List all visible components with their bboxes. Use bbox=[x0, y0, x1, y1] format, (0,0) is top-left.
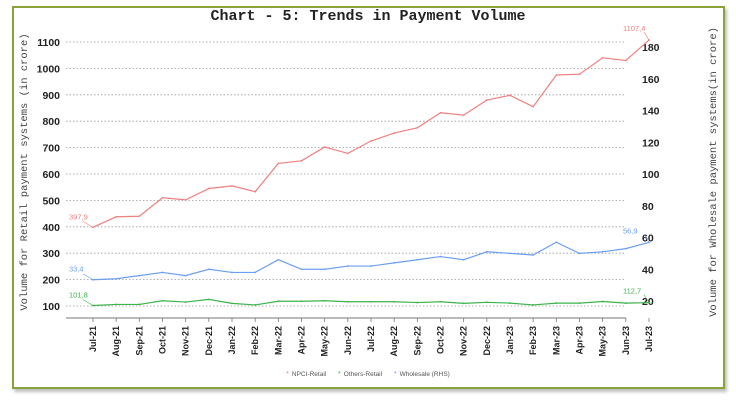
x-tick-label: Feb-22 bbox=[250, 326, 260, 355]
chart-title: Chart - 5: Trends in Payment Volume bbox=[210, 8, 526, 25]
right-y-axis: 20 40 60 80 100 120 140 160 180 bbox=[642, 42, 660, 308]
star-marker-icon: * bbox=[286, 371, 289, 378]
data-label-first: 101,8 bbox=[69, 291, 88, 300]
y-right-tick-label: 80 bbox=[642, 201, 654, 213]
x-tick-label: Jul-23 bbox=[644, 326, 654, 352]
x-tick-label: Aug-22 bbox=[389, 326, 399, 357]
gridlines bbox=[66, 41, 626, 307]
x-tick-label: Dec-22 bbox=[482, 326, 492, 356]
y-right-tick-label: 140 bbox=[642, 106, 660, 118]
x-tick-label: Sep-22 bbox=[412, 326, 422, 356]
y-tick-label: 200 bbox=[42, 275, 60, 287]
x-tick-label: Dec-21 bbox=[204, 326, 214, 356]
y-tick-label: 600 bbox=[42, 169, 60, 181]
y-tick-label: 1000 bbox=[37, 63, 61, 75]
right-y-axis-label: Volume for Wholesale payment systems(in … bbox=[708, 27, 720, 317]
x-tick-label: Oct-21 bbox=[158, 326, 168, 354]
legend-item-others-retail: * Others-Retail bbox=[338, 371, 383, 378]
data-label-last: 112,7 bbox=[623, 287, 641, 296]
x-tick-label: Nov-22 bbox=[459, 326, 469, 356]
chart-legend: * NPCI-Retail * Others-Retail * Wholesale (… bbox=[0, 371, 736, 378]
y-tick-label: 400 bbox=[42, 222, 60, 234]
y-right-tick-label: 100 bbox=[642, 169, 660, 181]
x-tick-label: Jun-22 bbox=[343, 326, 353, 355]
y-right-tick-label: 160 bbox=[642, 74, 660, 86]
star-marker-icon: * bbox=[338, 371, 341, 378]
x-tick-label: Mar-22 bbox=[273, 326, 283, 355]
x-tick-label: Jun-23 bbox=[621, 326, 631, 355]
y-tick-label: 100 bbox=[42, 301, 60, 313]
y-tick-label: 1100 bbox=[37, 37, 60, 49]
x-tick-label: Sep-21 bbox=[134, 326, 144, 356]
y-tick-label: 800 bbox=[42, 116, 60, 128]
x-tick-label: Feb-23 bbox=[528, 326, 538, 355]
legend-item-npci-retail: * NPCI-Retail bbox=[286, 371, 327, 378]
x-tick-label: Mar-23 bbox=[551, 326, 561, 355]
chart-frame bbox=[12, 6, 725, 389]
data-label-last: 1107,4 bbox=[623, 24, 645, 33]
y-right-tick-label: 20 bbox=[642, 296, 654, 308]
y-tick-label: 700 bbox=[42, 143, 60, 155]
left-y-axis: 100 200 300 400 500 600 700 800 900 1000 1100 bbox=[37, 37, 61, 313]
left-y-axis-label: Volume for Retail payment systems (in cr… bbox=[19, 33, 31, 310]
x-tick-label: Apr-22 bbox=[297, 326, 307, 355]
x-tick-label: Aug-21 bbox=[111, 326, 121, 357]
y-right-tick-label: 60 bbox=[642, 233, 654, 245]
series-line bbox=[92, 241, 650, 281]
data-label-last: 56,9 bbox=[623, 226, 638, 235]
x-tick-label: Jul-22 bbox=[366, 326, 376, 352]
x-axis: Jul-21 Aug-21 Sep-21 Oct-21 Nov-21 Dec-21 Jan-… bbox=[66, 317, 654, 357]
x-tick-label: Jan-23 bbox=[505, 326, 515, 355]
legend-item-wholesale: * Wholesale (RHS) bbox=[393, 371, 450, 378]
data-label-first: 33,4 bbox=[69, 265, 84, 274]
x-tick-label: Jul-21 bbox=[88, 326, 98, 352]
y-tick-label: 900 bbox=[42, 90, 60, 102]
data-label-first: 397,9 bbox=[69, 212, 88, 221]
y-right-tick-label: 40 bbox=[642, 264, 654, 276]
x-tick-label: Nov-21 bbox=[181, 326, 191, 356]
y-tick-label: 500 bbox=[42, 195, 60, 207]
y-right-tick-label: 120 bbox=[642, 137, 660, 149]
x-tick-label: May-22 bbox=[320, 326, 330, 357]
series-lines: 397,9 1107,4 101,8 112,7 33,4 56,9 bbox=[69, 24, 650, 307]
y-right-tick-label: 180 bbox=[642, 42, 660, 54]
star-marker-icon: * bbox=[393, 371, 397, 378]
x-tick-label: May-23 bbox=[598, 326, 608, 357]
y-tick-label: 300 bbox=[42, 248, 60, 260]
x-tick-label: Apr-23 bbox=[575, 326, 585, 355]
x-tick-label: Oct-22 bbox=[436, 326, 446, 354]
x-tick-label: Jan-22 bbox=[227, 326, 237, 355]
